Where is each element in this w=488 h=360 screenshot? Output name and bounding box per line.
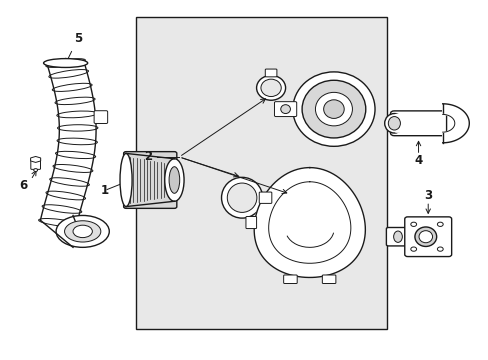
- FancyBboxPatch shape: [259, 192, 271, 203]
- Ellipse shape: [292, 72, 374, 146]
- Ellipse shape: [120, 153, 132, 207]
- Text: 1: 1: [100, 184, 108, 197]
- FancyBboxPatch shape: [404, 217, 451, 257]
- Ellipse shape: [323, 100, 344, 118]
- FancyBboxPatch shape: [265, 69, 276, 77]
- Ellipse shape: [414, 227, 436, 247]
- FancyBboxPatch shape: [283, 275, 297, 283]
- Ellipse shape: [256, 76, 285, 100]
- Ellipse shape: [221, 177, 262, 218]
- Ellipse shape: [56, 215, 109, 247]
- Circle shape: [436, 247, 442, 251]
- Ellipse shape: [34, 168, 38, 171]
- Bar: [136, 17, 386, 329]
- Text: 4: 4: [413, 154, 422, 167]
- Text: 2: 2: [143, 150, 152, 163]
- Circle shape: [410, 222, 416, 226]
- Ellipse shape: [384, 113, 403, 133]
- Text: 3: 3: [423, 189, 431, 202]
- FancyBboxPatch shape: [322, 275, 335, 283]
- Polygon shape: [254, 168, 365, 278]
- FancyBboxPatch shape: [386, 228, 410, 246]
- FancyBboxPatch shape: [274, 102, 296, 117]
- Polygon shape: [442, 104, 468, 143]
- Ellipse shape: [169, 167, 180, 193]
- Ellipse shape: [43, 59, 87, 67]
- Ellipse shape: [164, 159, 183, 201]
- Ellipse shape: [227, 183, 256, 212]
- Text: 6: 6: [20, 179, 28, 192]
- Ellipse shape: [393, 231, 402, 242]
- Ellipse shape: [418, 231, 432, 243]
- Ellipse shape: [302, 80, 365, 138]
- Polygon shape: [31, 157, 41, 162]
- FancyBboxPatch shape: [94, 111, 107, 123]
- FancyBboxPatch shape: [31, 159, 41, 169]
- Text: 5: 5: [73, 32, 81, 45]
- Ellipse shape: [261, 79, 281, 96]
- FancyBboxPatch shape: [393, 114, 444, 133]
- Ellipse shape: [280, 105, 290, 113]
- Ellipse shape: [73, 225, 92, 238]
- FancyBboxPatch shape: [123, 152, 177, 208]
- FancyBboxPatch shape: [245, 216, 256, 229]
- Ellipse shape: [387, 117, 400, 130]
- Ellipse shape: [64, 221, 101, 242]
- Circle shape: [436, 222, 442, 226]
- Circle shape: [410, 247, 416, 251]
- Polygon shape: [41, 60, 96, 225]
- FancyBboxPatch shape: [390, 111, 446, 136]
- Ellipse shape: [315, 93, 352, 126]
